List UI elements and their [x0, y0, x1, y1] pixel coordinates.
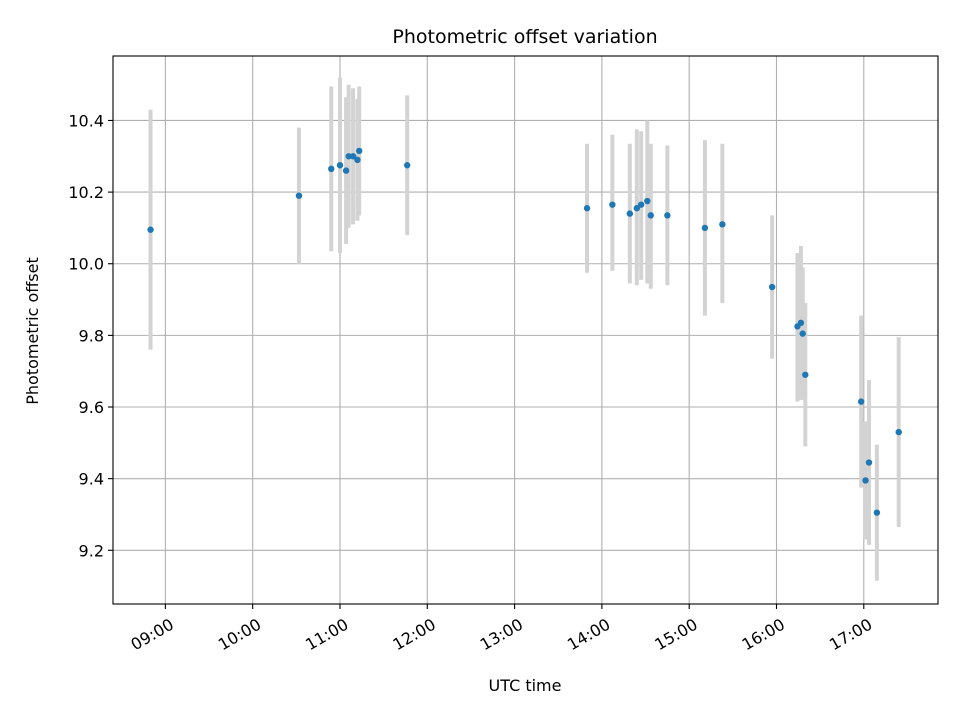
- data-point: [349, 153, 357, 160]
- data-point: [857, 398, 865, 405]
- data-points: [147, 147, 902, 516]
- data-point: [583, 205, 591, 212]
- y-tick-label: 10.0: [68, 255, 104, 274]
- data-point: [633, 205, 641, 212]
- data-point: [799, 330, 806, 337]
- data-point: [895, 428, 902, 436]
- chart-title: Photometric offset variation: [392, 26, 657, 48]
- data-point: [637, 201, 645, 208]
- data-point: [862, 477, 869, 484]
- y-tick-label: 9.8: [79, 326, 104, 345]
- y-tick-label: 10.2: [68, 183, 104, 202]
- y-tick-label: 9.6: [79, 398, 104, 417]
- data-point: [873, 509, 881, 516]
- data-point: [701, 224, 709, 232]
- data-point: [802, 371, 809, 378]
- y-tick-label: 9.4: [79, 470, 104, 489]
- plot-area-frame: [112, 55, 939, 605]
- y-tick-label: 10.4: [68, 111, 104, 130]
- data-point: [609, 201, 616, 208]
- data-point: [342, 167, 350, 174]
- data-point: [355, 147, 363, 155]
- data-point: [719, 221, 726, 228]
- data-point: [768, 283, 776, 291]
- data-point: [626, 210, 634, 217]
- data-point: [295, 192, 303, 199]
- x-axis-label: UTC time: [489, 676, 562, 695]
- data-point: [664, 212, 671, 219]
- data-point: [647, 212, 654, 219]
- y-tick-label: 9.2: [79, 541, 104, 560]
- data-point: [336, 162, 344, 169]
- data-point: [865, 459, 873, 466]
- y-axis-ticks: 9.2 9.4 9.6 9.8 10.0 10.2 10.4: [68, 111, 113, 560]
- data-point: [797, 319, 805, 327]
- data-point: [328, 165, 335, 173]
- y-axis-label: Photometric offset: [23, 257, 42, 405]
- data-point: [404, 162, 411, 169]
- data-point: [354, 156, 361, 164]
- data-point: [644, 197, 651, 205]
- data-point: [147, 226, 154, 233]
